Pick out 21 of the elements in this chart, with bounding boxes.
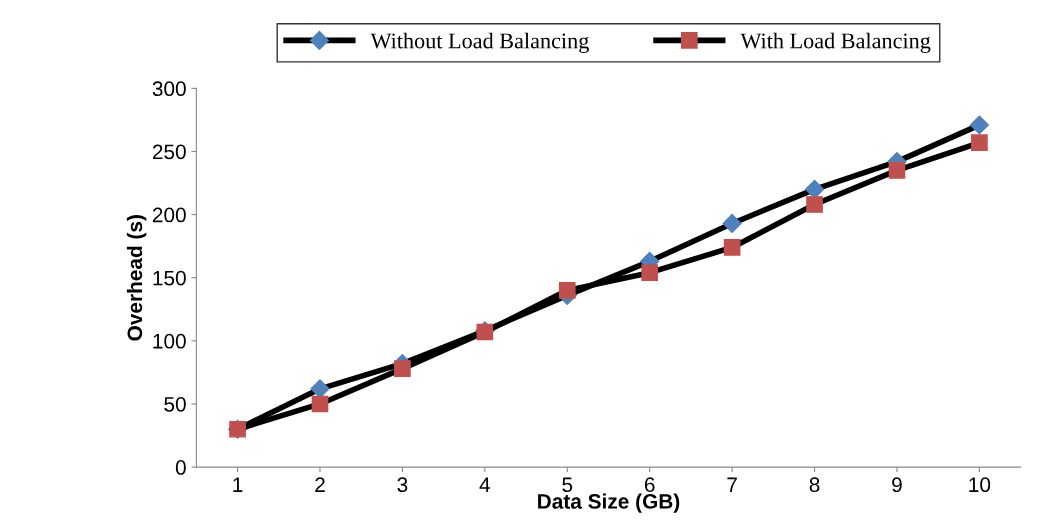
y-tick-label: 0 xyxy=(175,460,186,475)
y-tick-label: 300 xyxy=(152,81,186,97)
legend-label: With Load Balancing xyxy=(740,32,931,53)
x-tick-label: 5 xyxy=(562,477,573,493)
x-axis-title: Data Size (GB) xyxy=(538,493,680,513)
x-tick-label: 8 xyxy=(809,477,820,493)
y-tick-label: 250 xyxy=(152,144,186,160)
x-tick-label: 1 xyxy=(233,477,243,492)
legend-label: Without Load Balancing xyxy=(370,32,589,53)
y-tick-label: 150 xyxy=(153,270,186,286)
y-tick-label: 100 xyxy=(153,333,186,349)
y-tick-label: 50 xyxy=(164,396,186,412)
x-tick-label: 9 xyxy=(892,477,902,493)
y-tick-label: 200 xyxy=(152,207,186,223)
x-tick-label: 7 xyxy=(727,477,737,492)
x-tick-label: 6 xyxy=(644,477,655,493)
x-tick-label: 10 xyxy=(969,477,991,493)
x-tick-label: 2 xyxy=(315,477,325,492)
x-tick-label: 3 xyxy=(397,477,408,493)
x-tick-label: 4 xyxy=(479,477,491,492)
y-axis-title: Overhead (s) xyxy=(126,215,147,341)
